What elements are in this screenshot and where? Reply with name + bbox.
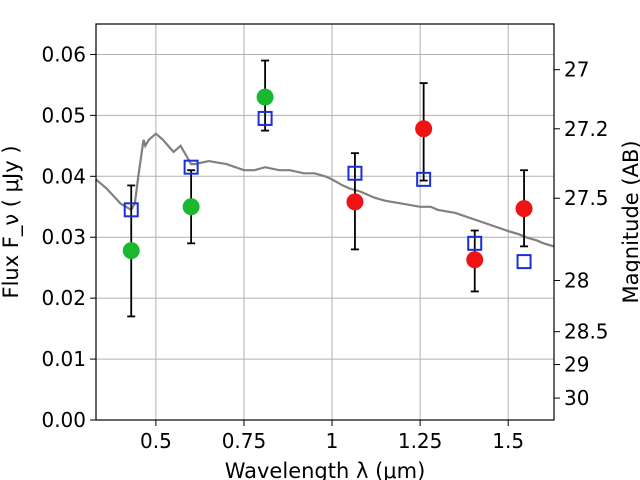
y-axis-label: Flux F_ν ( μJy ) xyxy=(0,145,24,298)
model-spectrum-line xyxy=(95,132,555,248)
model-point xyxy=(467,235,483,251)
grid-lines xyxy=(96,24,554,421)
right-tick-label: 27 xyxy=(564,58,589,82)
data-markers xyxy=(122,88,533,270)
photometry-point xyxy=(122,242,140,260)
model-point xyxy=(516,254,532,270)
y-tick-label: 0.01 xyxy=(41,347,86,371)
series-lines xyxy=(95,132,555,248)
y-tick-label: 0.06 xyxy=(41,42,86,66)
right-tick-label: 29 xyxy=(564,353,589,377)
model-point xyxy=(123,202,139,218)
axis-ticks: 0.5 0.75 1 1.25 1.5 0.00 0.01 0.02 0.03 0.04 0.05 0… xyxy=(41,42,608,453)
x-axis-label: Wavelength λ (μm) xyxy=(225,459,426,480)
photometry-point xyxy=(182,198,200,216)
model-point xyxy=(257,110,273,126)
right-tick-label: 28 xyxy=(564,268,589,292)
photometry-point xyxy=(415,120,433,138)
model-point xyxy=(347,165,363,181)
x-tick-label: 0.5 xyxy=(140,429,172,453)
model-point xyxy=(183,159,199,175)
y-tick-label: 0.02 xyxy=(41,286,86,310)
right-tick-label: 27.2 xyxy=(564,117,609,141)
y-tick-label: 0.04 xyxy=(41,164,86,188)
right-tick-label: 30 xyxy=(564,386,589,410)
x-tick-label: 1.5 xyxy=(492,429,524,453)
model-point xyxy=(416,171,432,187)
y-tick-label: 0.03 xyxy=(41,225,86,249)
right-tick-label: 28.5 xyxy=(564,320,609,344)
photometry-point xyxy=(346,193,364,211)
x-tick-label: 0.75 xyxy=(222,429,267,453)
plot-frame xyxy=(95,23,555,421)
y-tick-label: 0.05 xyxy=(41,103,86,127)
x-tick-label: 1.25 xyxy=(398,429,443,453)
photometry-point xyxy=(256,88,274,106)
error-bars xyxy=(127,59,529,318)
photometry-point xyxy=(515,200,533,218)
right-axis-label: Magnitude (AB) xyxy=(619,140,640,303)
right-tick-label: 27.5 xyxy=(564,186,609,210)
x-tick-label: 1 xyxy=(326,429,339,453)
y-tick-label: 0.00 xyxy=(41,408,86,432)
photometry-point xyxy=(466,251,484,269)
